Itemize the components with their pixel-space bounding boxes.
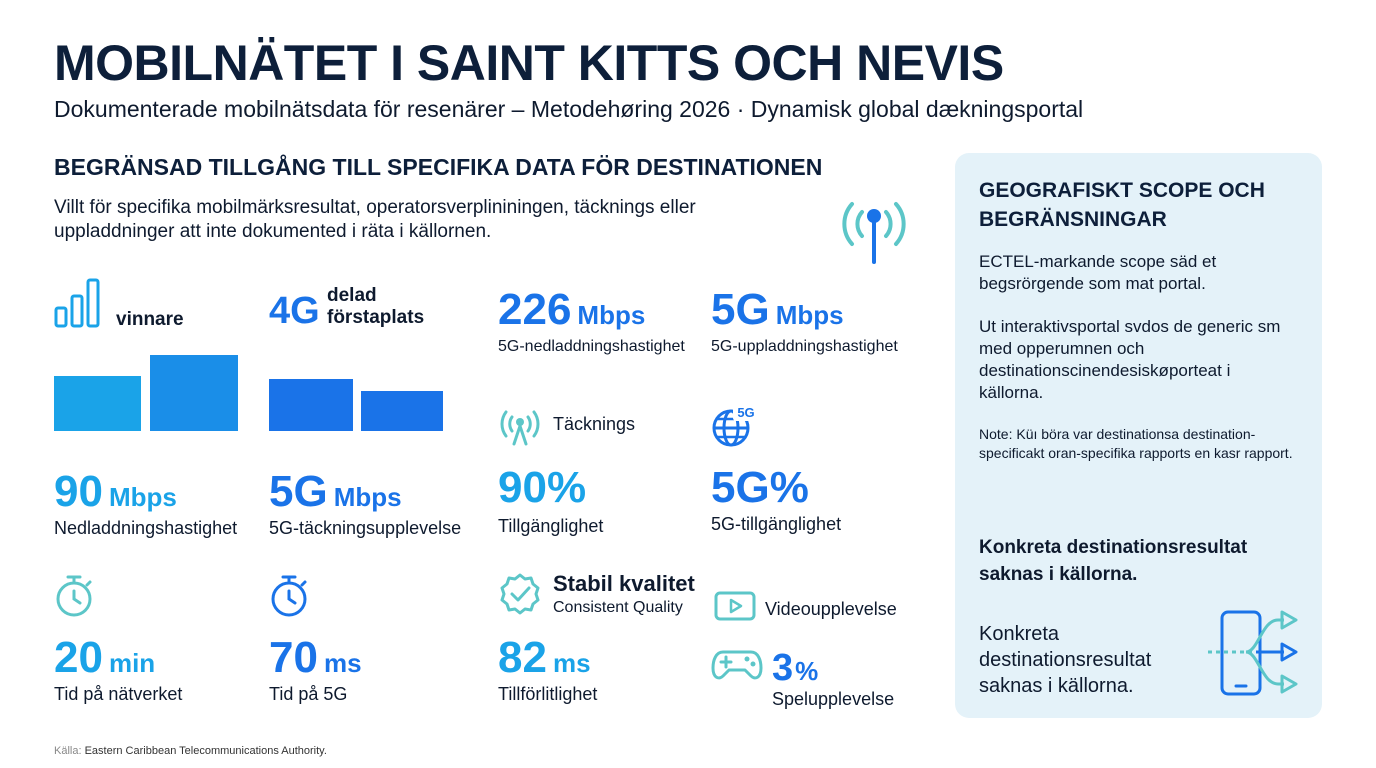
panel-heading: GEOGRAFISKT SCOPE OCH BEGRÄNSNINGAR bbox=[979, 179, 1265, 231]
time-net-value: 20 min bbox=[54, 633, 156, 682]
exp5g-label: 5G-täckningsupplevelse bbox=[269, 518, 462, 538]
winner-bar-2 bbox=[150, 355, 238, 431]
dl-value: 90 Mbps bbox=[54, 467, 177, 516]
video-label: Videoupplevelse bbox=[765, 599, 897, 619]
time-5g-value: 70 ms bbox=[269, 633, 362, 682]
panel-paragraph-1: ECTEL-markande scope säd et begsrörgende… bbox=[979, 252, 1217, 293]
avail-label: Tillgänglighet bbox=[498, 516, 604, 536]
page-subtitle: Dokumenterade mobilnätsdata för resenäre… bbox=[54, 96, 1084, 122]
shared-4g-label: 4G bbox=[269, 290, 320, 332]
antenna-icon bbox=[842, 202, 906, 264]
coverage-label: Täcknings bbox=[553, 414, 636, 434]
section-heading: BEGRÄNSAD TILLGÅNG TILL SPECIFIKA DATA F… bbox=[54, 154, 823, 180]
globe-5g-badge: 5G bbox=[737, 405, 754, 420]
dl-label: Nedladdningshastighet bbox=[54, 518, 238, 538]
time-net-label: Tid på nätverket bbox=[54, 684, 183, 704]
time-5g-label: Tid på 5G bbox=[269, 684, 348, 704]
winner-bar-1 bbox=[54, 376, 141, 431]
panel-big-text: Konkreta destinationsresultat saknas i k… bbox=[979, 623, 1152, 697]
globe-5g-icon: 5G bbox=[712, 403, 759, 447]
ul5g-value: 5G Mbps bbox=[711, 285, 844, 334]
panel-note: Note: Küı böra var destinationsa destina… bbox=[979, 426, 1293, 461]
page-title: MOBILNÄTET I SAINT KITTS OCH NEVIS bbox=[54, 35, 1004, 91]
avail-value: 90% bbox=[498, 463, 587, 512]
avail5g-label: 5G-tillgänglighet bbox=[711, 514, 842, 534]
clock-icon bbox=[271, 575, 307, 617]
stable-subtitle: Consistent Quality bbox=[553, 599, 683, 616]
shared-label-line1: delad bbox=[327, 285, 377, 306]
exp5g-value: 5G Mbps bbox=[269, 467, 402, 516]
reliab-label: Tillförlitlighet bbox=[498, 684, 598, 704]
tower-icon bbox=[500, 410, 540, 446]
badge-check-icon bbox=[500, 573, 540, 615]
source-note: Källa: Eastern Caribbean Telecommunicati… bbox=[54, 745, 327, 757]
source-text: Eastern Caribbean Telecommunications Aut… bbox=[84, 745, 327, 757]
shared-bar-1 bbox=[269, 379, 353, 431]
panel-paragraph-2: Ut interaktivsportal svdos de generic sm… bbox=[979, 317, 1281, 402]
phone-arrows-icon bbox=[1208, 610, 1298, 696]
gaming-label: Spelupplevelse bbox=[772, 689, 895, 709]
gaming-value: 3% bbox=[772, 647, 819, 689]
stable-title: Stabil kvalitet bbox=[553, 571, 695, 596]
reliab-value: 82 ms bbox=[498, 633, 591, 682]
stopwatch-icon bbox=[56, 575, 92, 617]
shared-label-line2: förstaplats bbox=[327, 307, 425, 328]
ul5g-label: 5G-uppladdningshastighet bbox=[711, 338, 898, 355]
gamepad-icon bbox=[711, 650, 763, 680]
avail5g-value: 5G% bbox=[711, 463, 809, 512]
source-prefix: Källa: bbox=[54, 745, 82, 757]
signal-bars-icon bbox=[54, 278, 100, 328]
winner-label: vinnare bbox=[116, 309, 184, 330]
shared-label: delad förstaplats bbox=[327, 285, 424, 329]
video-icon bbox=[714, 591, 756, 621]
dl5g-value: 226 Mbps bbox=[498, 285, 646, 334]
panel-strong: Konkreta destinationsresultat saknas i k… bbox=[979, 537, 1248, 585]
section-intro: Villt för specifika mobilmärksresultat, … bbox=[54, 197, 696, 242]
shared-bar-2 bbox=[361, 391, 443, 431]
dl5g-label: 5G-nedladdningshastighet bbox=[498, 338, 685, 355]
